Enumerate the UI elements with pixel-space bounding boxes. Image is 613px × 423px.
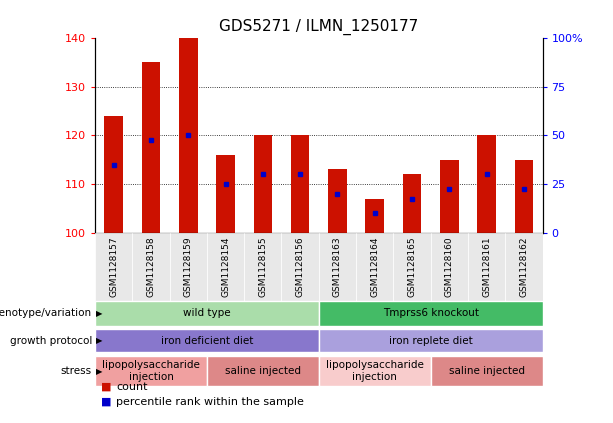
Text: ▶: ▶ (96, 309, 103, 318)
FancyBboxPatch shape (319, 329, 543, 352)
FancyBboxPatch shape (394, 233, 430, 305)
Text: GSM1128154: GSM1128154 (221, 236, 230, 297)
FancyBboxPatch shape (319, 356, 430, 387)
Text: GSM1128162: GSM1128162 (519, 236, 528, 297)
Text: ■: ■ (101, 382, 112, 392)
Text: wild type: wild type (183, 308, 230, 319)
Bar (142, 62, 160, 233)
Text: GSM1128156: GSM1128156 (295, 236, 305, 297)
Bar (365, 199, 384, 233)
Bar (514, 160, 533, 233)
Text: GSM1128159: GSM1128159 (184, 236, 192, 297)
FancyBboxPatch shape (207, 356, 319, 387)
FancyBboxPatch shape (430, 356, 543, 387)
Bar (328, 170, 347, 233)
Text: ■: ■ (101, 397, 112, 407)
Text: iron replete diet: iron replete diet (389, 336, 473, 346)
Bar (216, 155, 235, 233)
FancyBboxPatch shape (207, 233, 244, 305)
FancyBboxPatch shape (319, 233, 356, 305)
FancyBboxPatch shape (281, 233, 319, 305)
Text: Tmprss6 knockout: Tmprss6 knockout (383, 308, 479, 319)
Text: iron deficient diet: iron deficient diet (161, 336, 253, 346)
Text: GSM1128163: GSM1128163 (333, 236, 342, 297)
FancyBboxPatch shape (430, 233, 468, 305)
Text: GSM1128157: GSM1128157 (109, 236, 118, 297)
Text: saline injected: saline injected (449, 366, 525, 376)
FancyBboxPatch shape (356, 233, 394, 305)
FancyBboxPatch shape (95, 356, 207, 387)
Text: ▶: ▶ (96, 336, 103, 345)
Bar (179, 38, 197, 233)
FancyBboxPatch shape (244, 233, 281, 305)
Title: GDS5271 / ILMN_1250177: GDS5271 / ILMN_1250177 (219, 19, 419, 36)
Text: lipopolysaccharide
injection: lipopolysaccharide injection (326, 360, 424, 382)
Bar (478, 135, 496, 233)
FancyBboxPatch shape (132, 233, 170, 305)
FancyBboxPatch shape (95, 233, 132, 305)
Text: growth protocol: growth protocol (10, 336, 92, 346)
Bar (440, 160, 459, 233)
Text: saline injected: saline injected (225, 366, 301, 376)
FancyBboxPatch shape (95, 329, 319, 352)
Text: count: count (116, 382, 148, 392)
Bar (104, 116, 123, 233)
Text: GSM1128158: GSM1128158 (147, 236, 156, 297)
Text: stress: stress (61, 366, 92, 376)
Text: GSM1128155: GSM1128155 (258, 236, 267, 297)
Text: GSM1128161: GSM1128161 (482, 236, 491, 297)
FancyBboxPatch shape (468, 233, 505, 305)
FancyBboxPatch shape (319, 301, 543, 326)
Text: percentile rank within the sample: percentile rank within the sample (116, 397, 304, 407)
Bar (254, 135, 272, 233)
Text: GSM1128164: GSM1128164 (370, 236, 379, 297)
Text: ▶: ▶ (96, 367, 103, 376)
FancyBboxPatch shape (170, 233, 207, 305)
Text: GSM1128165: GSM1128165 (408, 236, 416, 297)
Bar (403, 174, 421, 233)
FancyBboxPatch shape (505, 233, 543, 305)
Text: GSM1128160: GSM1128160 (445, 236, 454, 297)
Bar (291, 135, 310, 233)
FancyBboxPatch shape (95, 301, 319, 326)
Text: lipopolysaccharide
injection: lipopolysaccharide injection (102, 360, 200, 382)
Text: genotype/variation: genotype/variation (0, 308, 92, 319)
